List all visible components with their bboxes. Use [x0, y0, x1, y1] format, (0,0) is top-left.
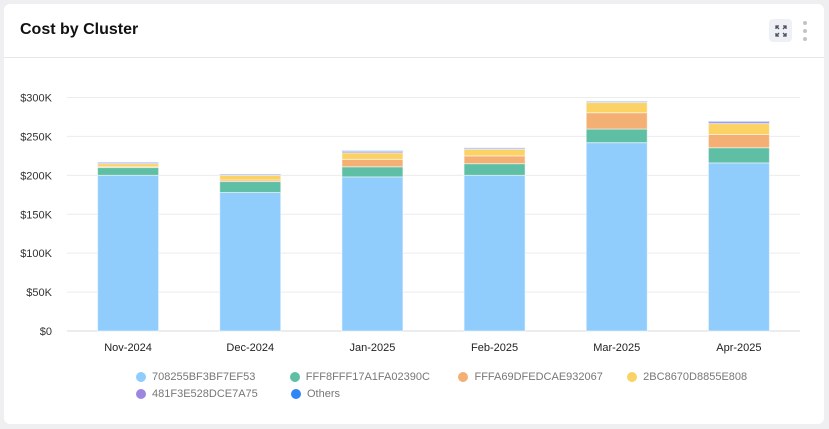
kebab-dot [803, 37, 807, 41]
bar-segment[interactable] [707, 123, 770, 135]
bar-segment[interactable] [707, 147, 770, 164]
legend-dot-icon [289, 371, 300, 382]
kebab-dot [803, 21, 807, 25]
cost-by-cluster-card: Cost by Cluster $0 $50K $100K $150K $200K $25… [4, 4, 824, 424]
legend-label: 2BC8670D8855E808 [643, 370, 748, 383]
legend-dot-icon [458, 371, 469, 382]
x-tick-label: Jan-2025 [349, 342, 395, 354]
bar-segment[interactable] [219, 173, 282, 176]
bar-segment[interactable] [219, 181, 282, 193]
legend-dot-icon [136, 371, 146, 382]
x-tick-label: Feb-2025 [471, 342, 518, 354]
legend-dot-icon [291, 388, 301, 399]
legend-label: 708255BF3BF7EF53 [152, 370, 256, 383]
y-tick-label: $250K [20, 131, 52, 143]
x-tick-label: Mar-2025 [593, 342, 640, 354]
legend-row: 708255BF3BF7EF53 FFF8FFF17A1FA02390C FFFA6… [136, 368, 776, 385]
legend-item[interactable]: FFFA69DFEDCAE932067 [458, 371, 627, 383]
legend-dot-icon [627, 371, 638, 382]
bar-segment[interactable] [585, 142, 648, 332]
legend-dot-icon [136, 388, 146, 399]
y-tick-label: $100K [20, 248, 52, 260]
legend-item[interactable]: 2BC8670D8855E808 [627, 371, 776, 383]
bar-segment[interactable] [585, 100, 648, 103]
y-tick-label: $0 [40, 326, 52, 338]
expand-icon [774, 24, 787, 37]
bar-segment[interactable] [97, 167, 160, 176]
x-tick-label: Dec-2024 [226, 342, 274, 354]
bar-segment[interactable] [219, 174, 282, 181]
legend-label: FFF8FFF17A1FA02390C [305, 370, 430, 383]
bar-segment[interactable] [341, 150, 404, 152]
legend-label: 481F3E528DCE7A75 [152, 387, 258, 400]
legend-item[interactable]: 481F3E528DCE7A75 [136, 388, 291, 400]
expand-button[interactable] [769, 19, 792, 42]
x-tick-label: Apr-2025 [716, 342, 761, 354]
card-title: Cost by Cluster [20, 21, 139, 38]
bar-segment[interactable] [463, 155, 526, 165]
legend-item[interactable]: Others [291, 388, 461, 400]
bar-segment[interactable] [97, 161, 160, 164]
y-tick-label: $200K [20, 170, 52, 182]
bar-segment[interactable] [341, 166, 404, 178]
bar-segment[interactable] [463, 148, 526, 157]
bar-segment[interactable] [463, 147, 526, 149]
legend-label: Others [307, 387, 341, 400]
bar-segment[interactable] [585, 102, 648, 114]
stacked-bar-chart: $0 $50K $100K $150K $200K $250K $300K Nov-2024 D… [20, 93, 800, 354]
y-tick-label: $150K [20, 209, 52, 221]
kebab-dot [803, 29, 807, 33]
bar-segment[interactable] [341, 152, 404, 160]
bar-segment[interactable] [585, 128, 648, 144]
legend-item[interactable]: 708255BF3BF7EF53 [136, 371, 290, 383]
legend-row: 481F3E528DCE7A75 Others [136, 385, 776, 402]
bar-segment[interactable] [585, 112, 648, 130]
legend-item[interactable]: FFF8FFF17A1FA02390C [289, 370, 459, 383]
y-tick-label: $50K [26, 287, 52, 299]
bar-segment[interactable] [707, 133, 770, 149]
legend-label: FFFA69DFEDCAE932067 [474, 370, 603, 383]
y-tick-label: $300K [20, 93, 52, 105]
bar-segment[interactable] [97, 174, 160, 332]
bar-segment[interactable] [341, 176, 404, 332]
x-tick-label: Nov-2024 [104, 342, 152, 354]
chart-legend: 708255BF3BF7EF53 FFF8FFF17A1FA02390C FFFA6… [136, 368, 776, 402]
bar-segment[interactable] [707, 120, 770, 123]
card-header: Cost by Cluster [4, 4, 824, 58]
bar-segment[interactable] [707, 162, 770, 332]
bar-segment[interactable] [219, 191, 282, 332]
bar-segment[interactable] [463, 163, 526, 176]
more-options-button[interactable] [800, 21, 810, 41]
bar-segment[interactable] [463, 174, 526, 332]
bar-segment[interactable] [341, 158, 404, 168]
